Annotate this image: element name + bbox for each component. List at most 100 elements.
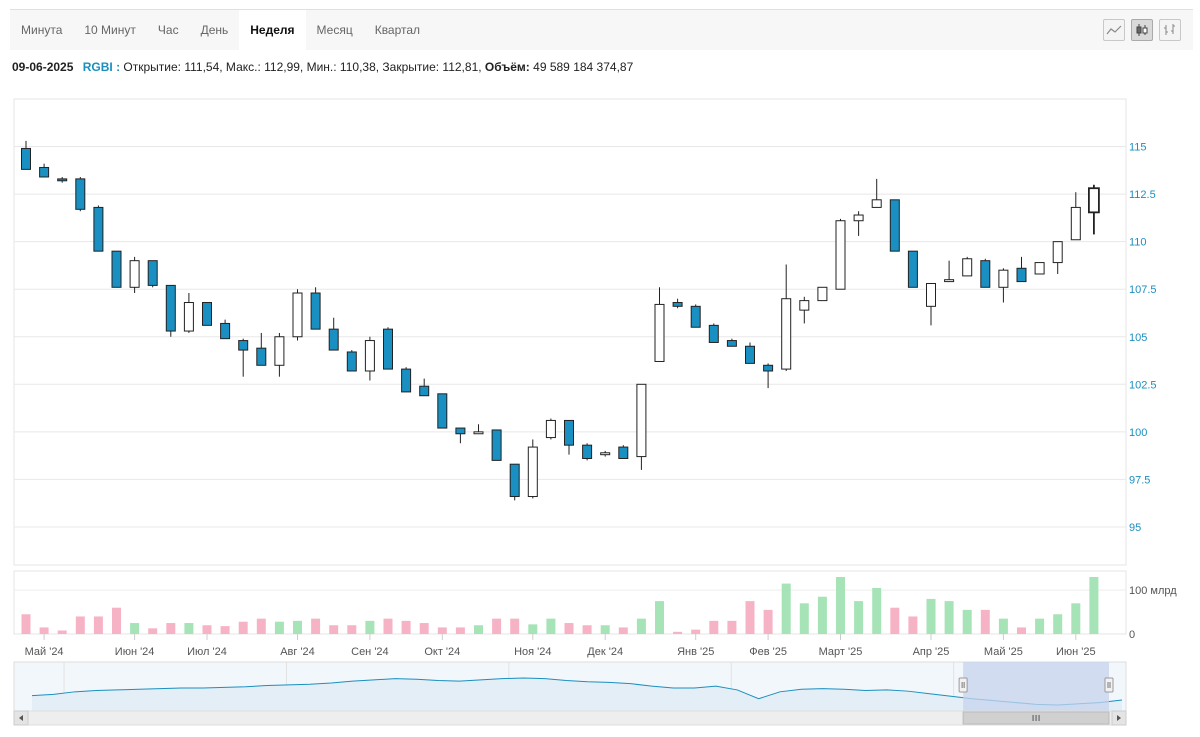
candle-body xyxy=(364,340,375,372)
volume-bar xyxy=(93,616,103,634)
volume-tick-label: 100 млрд xyxy=(1129,585,1177,597)
candle-body xyxy=(383,328,393,370)
tab-2[interactable]: Час xyxy=(157,23,179,37)
x-tick-label: Июн '24 xyxy=(115,646,155,658)
volume-bar xyxy=(962,609,972,634)
candle-body xyxy=(600,452,611,456)
candle-body xyxy=(853,214,864,222)
candle-body xyxy=(690,305,701,328)
candle-body xyxy=(57,178,68,182)
price-tick-label: 110 xyxy=(1129,237,1147,249)
info-ohlc: Открытие: 111,54, Макс.: 112,99, Мин.: 1… xyxy=(123,60,482,74)
candle-body xyxy=(437,393,448,429)
navigator-right-handle[interactable] xyxy=(1104,677,1114,693)
volume-bar xyxy=(437,627,447,634)
candle-body xyxy=(726,340,737,347)
candle-body xyxy=(238,340,249,351)
scroll-left-button[interactable] xyxy=(13,710,29,726)
chart-type-buttons xyxy=(1103,19,1181,41)
price-tick-label: 115 xyxy=(1129,142,1147,154)
ohlc-bars-button[interactable] xyxy=(1159,19,1181,41)
candle-body xyxy=(129,260,140,288)
x-tick-label: Март '25 xyxy=(819,646,863,658)
scrollbar-track[interactable] xyxy=(13,710,1127,726)
handle-grip xyxy=(958,677,968,693)
volume-bar xyxy=(546,618,556,634)
candlestick-button[interactable] xyxy=(1131,19,1153,41)
candle-body xyxy=(1088,187,1100,214)
x-tick-label: Сен '24 xyxy=(351,646,389,658)
volume-bar xyxy=(130,623,140,634)
candle-body xyxy=(618,446,629,459)
candlestick-icon xyxy=(1136,24,1148,36)
navigator-area xyxy=(32,678,1122,711)
scrollbar-thumb[interactable] xyxy=(962,711,1110,725)
volume-bar xyxy=(492,618,502,634)
volume-tick-label: 0 xyxy=(1129,629,1135,641)
price-tick-label: 100 xyxy=(1129,427,1147,439)
arrow-right-icon xyxy=(1117,715,1121,721)
candle-body xyxy=(998,269,1009,288)
candle-body xyxy=(1052,241,1063,264)
volume-bar xyxy=(926,598,936,634)
candle-body xyxy=(328,328,339,351)
tab-4[interactable]: Неделя xyxy=(239,10,306,50)
candle-body xyxy=(111,250,122,288)
candle-body xyxy=(491,429,502,461)
candle-body xyxy=(980,260,991,288)
volume-bar xyxy=(709,620,719,634)
tab-5[interactable]: Месяц xyxy=(316,23,353,37)
navigator-left-handle[interactable] xyxy=(958,677,968,693)
tab-3[interactable]: День xyxy=(200,23,229,37)
tab-1[interactable]: 10 Минут xyxy=(84,23,136,37)
volume-bar xyxy=(691,629,701,634)
price-tick-label: 97.5 xyxy=(1129,474,1150,486)
candle-body xyxy=(310,292,321,330)
volume-bar xyxy=(311,618,321,634)
x-tick-label: Июн '25 xyxy=(1056,646,1096,658)
volume-bar xyxy=(799,603,809,634)
candle-body xyxy=(1070,206,1081,241)
scroll-right-button[interactable] xyxy=(1111,710,1127,726)
volume-bar xyxy=(274,621,284,634)
candle-body xyxy=(926,282,936,307)
volume-bar xyxy=(781,583,791,634)
line-chart-button[interactable] xyxy=(1103,19,1125,41)
volume-bar xyxy=(1017,627,1026,634)
ohlc-info-line: 09-06-2025 RGBI : Открытие: 111,54, Макс… xyxy=(12,60,633,74)
volume-bar xyxy=(528,624,538,634)
volume-bar xyxy=(817,596,827,634)
volume-bar xyxy=(944,601,954,634)
volume-bar xyxy=(1071,603,1081,634)
volume-bar xyxy=(21,614,31,634)
candle-body xyxy=(292,292,303,338)
navigator-selection xyxy=(963,662,1109,711)
volume-bar xyxy=(582,625,592,634)
candle-body xyxy=(147,260,158,286)
candle-body xyxy=(455,427,466,435)
candle-body xyxy=(745,345,755,364)
candle-body xyxy=(274,336,285,366)
candle-body xyxy=(636,383,647,458)
tab-0[interactable]: Минута xyxy=(21,23,63,37)
tab-6[interactable]: Квартал xyxy=(374,23,421,37)
candle-body xyxy=(799,300,810,311)
volume-bar xyxy=(998,618,1008,634)
candle-body xyxy=(545,419,556,439)
volume-bar xyxy=(618,627,628,634)
x-tick-label: Авг '24 xyxy=(280,646,315,658)
volume-bar xyxy=(75,616,85,634)
volume-bar xyxy=(166,623,176,634)
candle-body xyxy=(473,431,484,435)
candle-body xyxy=(582,444,593,459)
volume-bar xyxy=(727,620,737,634)
candle-body xyxy=(75,178,86,210)
volume-bar xyxy=(474,625,483,634)
x-tick-label: Ноя '24 xyxy=(514,646,551,658)
price-tick-label: 112.5 xyxy=(1129,189,1156,201)
volume-bar xyxy=(148,628,158,634)
price-tick-label: 95 xyxy=(1129,522,1141,534)
volume-bar xyxy=(329,625,339,634)
x-tick-label: Янв '25 xyxy=(677,646,714,658)
volume-bar xyxy=(908,616,918,634)
